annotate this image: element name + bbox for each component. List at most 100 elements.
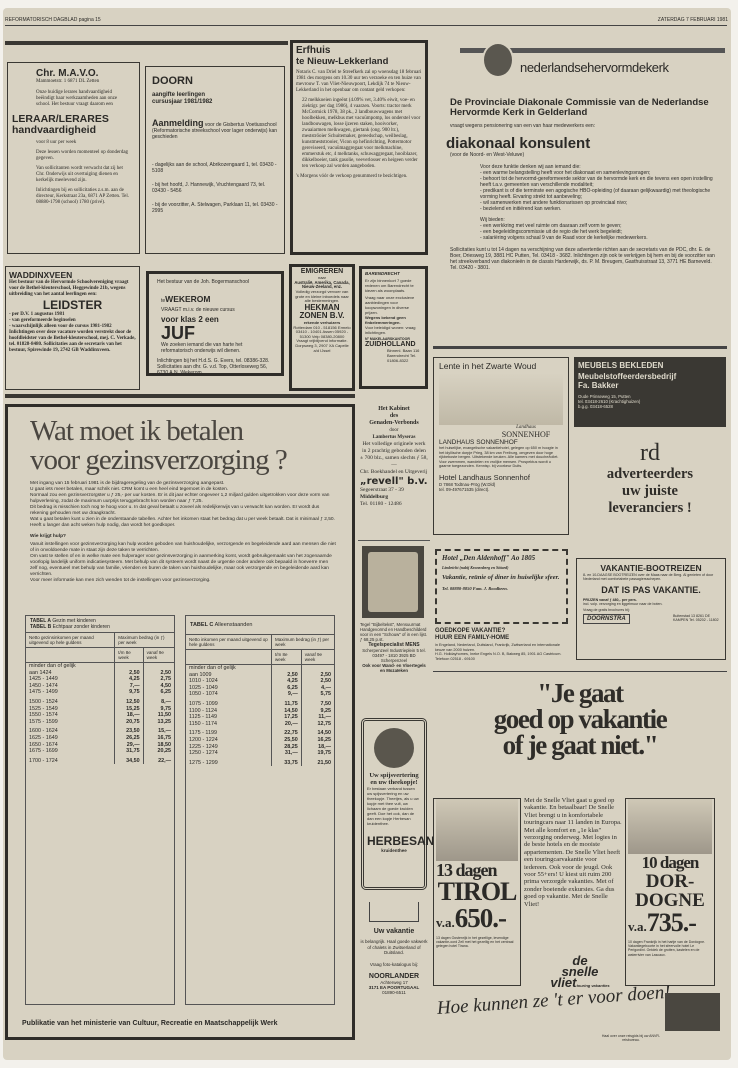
table-cell-amount: 2,50	[271, 671, 302, 679]
boot-ask: Vraag de gratis brochures bij:	[583, 607, 630, 612]
table-cell-amount: 20,—	[271, 720, 302, 728]
emigreren-addr: Dorpsweg 3, 2907 XA Capelle a/d IJssel	[295, 342, 349, 353]
table-cell-amount: 22,75	[271, 727, 302, 737]
mavo-intro: Onze huidige lerares handvaardigheid beë…	[36, 90, 118, 107]
ad-doorn: DOORN aangifte leerlingen cursusjaar 198…	[145, 66, 285, 254]
ad-bootreizen: VAKANTIE-BOOTREIZEN 8- en 10-DAAGSE BOOT…	[576, 558, 726, 660]
table-row: 1025 - 1049 6,25 4,—	[186, 684, 334, 692]
ad-barendrecht: BARENDRECHT Er zijn binnenkort 7 goede r…	[359, 266, 428, 389]
doorn-sub2: cursusjaar 1981/1982	[152, 99, 213, 105]
ad-tirol: 13 dagen TIROL v.a.650.- 13 dagen Oosten…	[433, 798, 521, 986]
wekerom-te: te	[161, 298, 166, 304]
col-max: Maximum bedrag (in ƒ) per week	[114, 633, 174, 648]
table-cell-income: 1675 - 1699	[29, 748, 58, 755]
ad-kabinet: Het Kabinet des Genaden-Verbonds door La…	[360, 406, 428, 508]
kabinet-firm: „revell" b.v.	[360, 476, 428, 487]
rd-logo: rd	[640, 440, 660, 466]
ad-mavo: Chr. M.A.V.O. Mammoetstr. 1 6871 DL Zett…	[7, 62, 140, 254]
emigreren-note: Vraagt vrijblijvend informatie.	[296, 338, 348, 344]
ad-family-home: GOEDKOPE VAKANTIE? HUUR EEN FAMILY-HOME …	[435, 628, 570, 661]
gezins-title-line1: Wat moet ik betalen	[30, 415, 244, 447]
table-cell-amount: 31,—	[271, 750, 302, 757]
table-cell-amount: 2,50	[300, 678, 334, 685]
table-cell-amount: 26,25	[114, 734, 144, 742]
nhk-requirements: Voor deze funktie denken wij aan iemand …	[480, 164, 720, 241]
ad-bakker: MEUBELS BEKLEDEN Meubelstoffeerdersbedri…	[574, 357, 726, 427]
doorn-contact-2: - bij het hoofd, J. Hannewijk, Vruchteng…	[152, 182, 266, 194]
table-row: 1550 - 1574 18,— 11,50	[26, 712, 174, 719]
ad-nhk: De Provinciale Diakonale Commissie van d…	[446, 98, 720, 272]
table-cell-amount: 34,50	[114, 754, 144, 765]
doorn-sub1: aangifte leerlingen	[152, 92, 206, 98]
table-cell-income: 1500 - 1524	[29, 698, 58, 705]
bakker-tel2: b.g.g. 03418-6528	[578, 404, 613, 409]
mavo-title: Chr. M.A.V.O.	[36, 68, 99, 79]
table-cell-amount: 9,25	[300, 707, 334, 715]
table-cell-income: 1525 - 1549	[29, 705, 58, 712]
table-cell-amount: 4,—	[300, 684, 334, 692]
kabinet-author: Lambertus Myseras	[372, 435, 416, 440]
table-cell-amount: 2,75	[142, 676, 174, 683]
tirol-days: 13 dagen	[436, 860, 498, 880]
table-cell-income: 1010 - 1024	[189, 678, 218, 685]
row-first-label: minder dan of gelijk	[189, 665, 236, 671]
sonnenhof-text: het huiselijke, evangelische vakantiehot…	[439, 446, 559, 469]
table-cell-amount: 23,50	[114, 725, 144, 735]
waddinxveen-l1: - per D.V. 1 augustus 1981	[9, 312, 65, 317]
header-left: REFORMATORISCH DAGBLAD pagina 15	[5, 17, 101, 23]
herbesan-sub: kruidenthee	[381, 848, 407, 853]
sonnenhof-tel: tel. 09-497671535 (direct).	[439, 486, 490, 492]
ad-dordogne: 10 dagen DOR- DOGNE v.a.735.- 10 dagen F…	[625, 798, 715, 986]
col-week9: vanaf 9e week	[300, 649, 334, 665]
family-title: GOEDKOPE VAKANTIE?	[435, 628, 506, 634]
boot-text: 8- en 10-DAAGSE BOOTREIZEN over de Maas …	[583, 573, 714, 582]
table-cell-amount: 20,25	[142, 748, 174, 755]
tirol-illustration	[436, 799, 518, 861]
table-cell-income: 1275 - 1299	[189, 759, 218, 766]
vliet-headline: "Je gaat goed op vakantie of je gaat nie…	[440, 680, 720, 759]
snelle-vliet-logo: de snelle vliettouring vakanties	[540, 954, 620, 991]
waddinxveen-l2: - van gereformeerde beginselen	[9, 318, 76, 323]
tirol-dest: TIROL	[437, 877, 518, 906]
kabinet-addr: Segeerstraat 37 - 39	[360, 487, 404, 493]
table-cell-amount: 6,25	[271, 684, 302, 692]
mavo-p1: Deze lessen worden momenteel op donderda…	[36, 150, 129, 161]
table-cell-amount: 21,50	[300, 756, 334, 767]
table-cell-amount: 7,50	[300, 697, 334, 708]
vliet-brand-4: touring vakanties	[576, 983, 610, 988]
noorlander-addr: Achterweg 17	[380, 980, 408, 985]
emigreren-naar: naar	[317, 275, 326, 280]
table-cell-income: aan 1009	[189, 671, 212, 678]
kabinet-text: Het volledige originele werk in 2 pracht…	[360, 441, 428, 468]
table-cell-amount: 12,75	[300, 720, 334, 728]
table-cell-amount: 2,50	[300, 671, 334, 679]
emigreren-title: EMIGREREN	[300, 268, 344, 275]
table-cell-amount: 28,25	[271, 743, 302, 751]
barendrecht-addr: Binnenl. Baan 116 Barendrecht Tel. 01806…	[387, 348, 420, 363]
tirol-text: 13 dagen Oostenrijk in het gezellige, le…	[436, 936, 514, 949]
tegel-price: ƒ 68,25 p.st.	[360, 637, 384, 642]
table-cell-amount: 14,50	[271, 707, 302, 715]
mavo-hours: voor 8 uur per week	[36, 140, 77, 145]
divider	[433, 671, 727, 672]
table-cell-amount: 2,50	[114, 669, 144, 677]
table-cell-income: aan 1424	[29, 669, 52, 676]
nhk-region: (voor de Noord- en West-Veluwe)	[450, 152, 525, 158]
erfhuis-title: Erfhuis	[296, 45, 331, 56]
table-cell-income: 1550 - 1574	[29, 712, 58, 719]
tile-picture	[368, 552, 418, 612]
family-addr: H.G. Holidayhomes, Ineke Engels N.O. B, …	[435, 652, 562, 661]
sonnenhof-illustration	[439, 373, 563, 425]
doorn-contact-3: - bij de voorzitter, A. Stelwagen, Parkl…	[152, 202, 278, 214]
table-c-title: TABEL C	[190, 622, 214, 628]
table-cell-income: 1575 - 1599	[29, 718, 58, 725]
wekerom-intro: Het bestuur van de Joh. Bogermanschool	[157, 279, 249, 285]
table-row: 1600 - 1624 23,50 15,—	[26, 725, 174, 735]
table-row: 1050 - 1074 9,— 5,75	[186, 691, 334, 698]
table-cell-amount: 8,—	[142, 695, 174, 706]
header-right: ZATERDAG 7 FEBRUARI 1981	[657, 17, 728, 23]
table-cell-income: 1175 - 1199	[189, 730, 217, 737]
table-cell-income: 1475 - 1499	[29, 689, 58, 696]
table-cell-amount: 17,25	[271, 714, 302, 721]
vliet-body: Met de Snelle Vliet gaat u goed op vakan…	[524, 797, 622, 908]
